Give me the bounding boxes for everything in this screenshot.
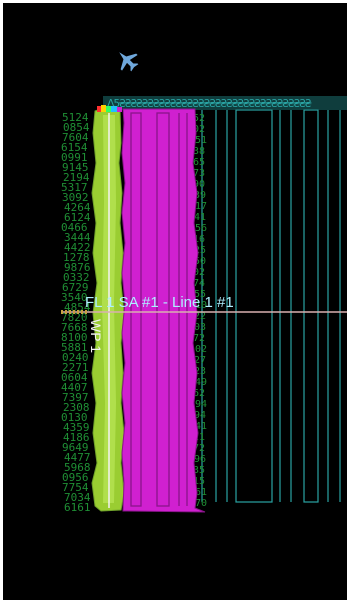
digit-texture: 7034 <box>64 491 91 504</box>
digit-texture: 0991 <box>61 151 88 164</box>
digit-texture: 5881 <box>61 341 88 354</box>
digit-texture: 02 <box>193 267 205 278</box>
digit-texture: 41 <box>195 421 207 432</box>
digit-texture: 39 <box>194 190 206 201</box>
digit-texture: 5317 <box>61 181 88 194</box>
digit-texture: 96 <box>194 454 206 465</box>
digit-texture: 94 <box>194 410 206 421</box>
digit-texture: 3444 <box>64 231 91 244</box>
digit-texture: 0240 <box>62 351 89 364</box>
digit-texture: 62 <box>193 388 205 399</box>
digit-texture: 1278 <box>63 251 90 264</box>
digit-texture: 2271 <box>62 361 89 374</box>
digit-texture: 7668 <box>61 321 88 334</box>
digit-texture: 6124 <box>64 211 91 224</box>
digit-texture: 2194 <box>63 171 90 184</box>
digit-texture: 4407 <box>61 381 88 394</box>
digit-texture: 7604 <box>62 131 89 144</box>
digit-texture: 17 <box>195 201 207 212</box>
magenta-coverage-swath <box>121 108 206 513</box>
digit-texture: 56 <box>195 223 207 234</box>
digit-texture: 3092 <box>62 191 89 204</box>
magenta-swath-stripes <box>130 112 188 507</box>
digit-texture: 74 <box>193 278 205 289</box>
digit-texture: 0854 <box>63 121 90 134</box>
digit-texture: 02 <box>193 124 205 135</box>
map-canvas[interactable]: ᐃ5₴₴₴₴₴₴₴₴₴₴₴₴₴₴₴₴₴₴₴₴₴₴₴₴₴₴₴₴₴₴₴₴₴₴ 512… <box>3 3 347 600</box>
digit-texture: 9876 <box>64 261 91 274</box>
digit-texture: 72 <box>193 443 205 454</box>
digit-texture: 0332 <box>63 271 90 284</box>
digit-texture: 0130 <box>61 411 88 424</box>
digit-texture: 03 <box>194 322 206 333</box>
digit-texture: 4477 <box>64 451 91 464</box>
digit-texture: 65 <box>193 157 205 168</box>
digit-texture: 9145 <box>62 161 89 174</box>
flight-line-label: FL 1 SA #1 - Line 1 #1 <box>85 294 234 311</box>
sensor-readout-digits: 5124085476046154099191452194531730924264… <box>61 111 207 514</box>
digit-texture: 16 <box>193 234 205 245</box>
digit-texture: 55 <box>194 289 206 300</box>
digit-texture: 49 <box>195 377 207 388</box>
digit-texture: 90 <box>193 179 205 190</box>
swath-start-fringe <box>97 105 122 112</box>
digit-texture: 4186 <box>63 431 90 444</box>
digit-texture: 0466 <box>61 221 88 234</box>
airplane-icon[interactable] <box>111 44 142 75</box>
digit-texture: 51 <box>195 135 207 146</box>
digit-texture: 25 <box>194 245 206 256</box>
digit-texture: 02 <box>195 344 207 355</box>
digit-texture: 7820 <box>61 311 88 324</box>
digit-texture: 23 <box>194 366 206 377</box>
svg-text:ᐃ5₴₴₴₴₴₴₴₴₴₴₴₴₴₴₴₴₴₴₴₴₴₴₴₴₴₴₴₴: ᐃ5₴₴₴₴₴₴₴₴₴₴₴₴₴₴₴₴₴₴₴₴₴₴₴₴₴₴₴₴₴₴₴₴₴₴ <box>107 97 312 110</box>
digit-texture: 94 <box>195 399 207 410</box>
digit-texture: 10 <box>195 300 207 311</box>
digit-texture: 7754 <box>62 481 89 494</box>
survey-grid <box>201 109 341 503</box>
digit-texture: 2308 <box>63 401 90 414</box>
waypoint-label: WP 1 <box>88 319 104 353</box>
digit-texture: 50 <box>194 256 206 267</box>
digit-texture: 4359 <box>63 421 90 434</box>
digit-texture: 38 <box>193 146 205 157</box>
digit-texture: 41 <box>194 212 206 223</box>
header-band: ᐃ5₴₴₴₴₴₴₴₴₴₴₴₴₴₴₴₴₴₴₴₴₴₴₴₴₴₴₴₴₴₴₴₴₴₴ <box>103 96 347 110</box>
grid-cell <box>303 109 319 503</box>
digit-texture: 15 <box>193 476 205 487</box>
digit-texture: 9649 <box>62 441 89 454</box>
digit-texture: 6729 <box>62 281 89 294</box>
digit-texture: 6161 <box>64 501 91 514</box>
digit-texture: 21 <box>193 432 205 443</box>
digit-texture: 70 <box>195 498 207 509</box>
digit-texture: 27 <box>194 355 206 366</box>
digit-texture: 52 <box>193 113 205 124</box>
digit-texture: 4264 <box>64 201 91 214</box>
digit-texture: 35 <box>193 465 205 476</box>
digit-texture: 73 <box>193 168 205 179</box>
digit-texture: 61 <box>195 487 207 498</box>
digit-texture: 5124 <box>62 111 89 124</box>
digit-texture: 4422 <box>64 241 91 254</box>
digit-texture: 7397 <box>62 391 89 404</box>
digit-texture: 5968 <box>64 461 91 474</box>
digit-texture: 0604 <box>61 371 88 384</box>
coverage-map[interactable]: ᐃ5₴₴₴₴₴₴₴₴₴₴₴₴₴₴₴₴₴₴₴₴₴₴₴₴₴₴₴₴₴₴₴₴₴₴ 512… <box>3 3 347 600</box>
digit-texture: 0956 <box>62 471 89 484</box>
digit-texture: 3540 <box>61 291 88 304</box>
digit-texture: 72 <box>193 333 205 344</box>
digit-texture: 8100 <box>61 331 88 344</box>
grid-cell <box>235 109 273 503</box>
digit-texture: 6154 <box>61 141 88 154</box>
digit-texture: 22 <box>194 311 206 322</box>
